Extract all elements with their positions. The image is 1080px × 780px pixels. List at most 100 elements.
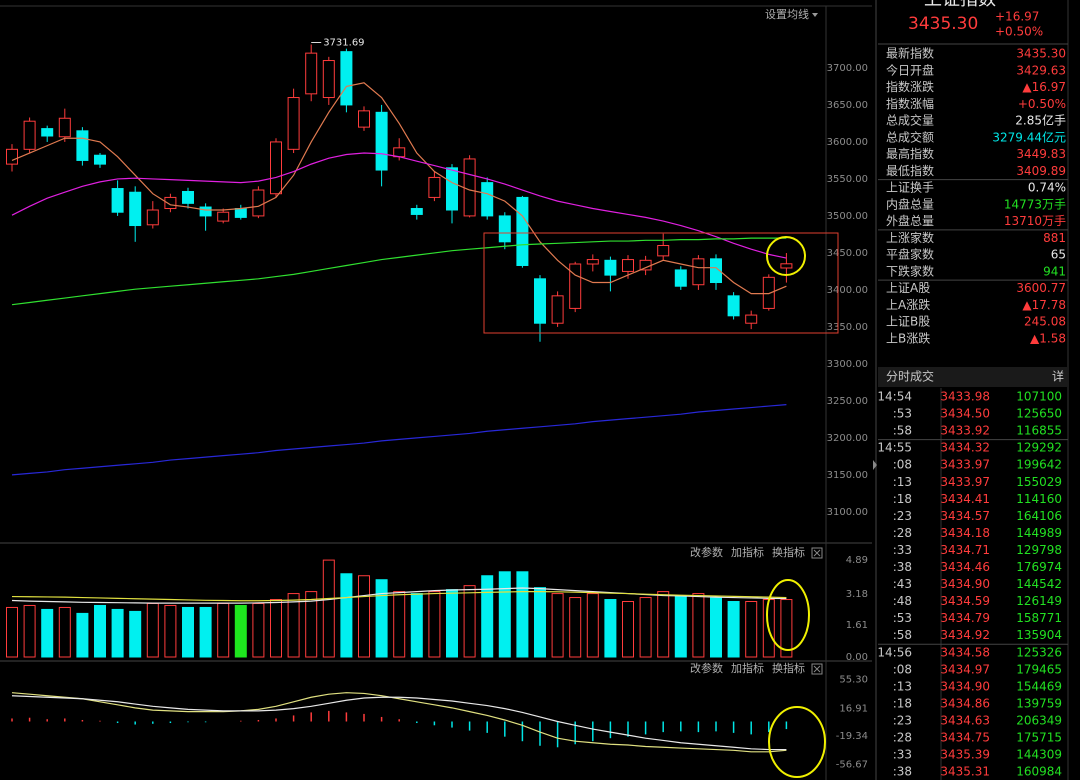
trade-volume: 129798: [1016, 543, 1062, 557]
candle-body: [586, 259, 599, 265]
trade-volume: 158771: [1016, 611, 1062, 625]
candle-body: [182, 190, 194, 204]
trade-volume: 154469: [1016, 679, 1062, 693]
candle-body: [657, 245, 670, 257]
tool-button[interactable]: 换指标: [772, 661, 805, 675]
volume-bar: [340, 573, 353, 658]
volume-bar: [358, 575, 370, 658]
trade-volume: 114160: [1016, 492, 1062, 506]
indicator-line: [11, 403, 787, 476]
tool-button[interactable]: 改参数: [690, 661, 723, 675]
trade-time: :28: [893, 526, 912, 540]
trade-price: 3434.79: [940, 611, 990, 625]
tool-button[interactable]: 改参数: [690, 545, 723, 559]
trade-volume: 155029: [1016, 475, 1062, 489]
stat-value: 245.08: [1024, 315, 1066, 329]
stat-value: 941: [1043, 264, 1066, 278]
volume-bar: [586, 593, 599, 658]
volume-bar: [217, 602, 230, 658]
ma-settings[interactable]: 设置均线: [765, 7, 809, 21]
candle-body: [322, 60, 335, 99]
candle-body: [674, 269, 687, 287]
trade-volume: 129292: [1016, 441, 1062, 455]
candle-body: [217, 211, 230, 222]
y-tick-label: 3150.00: [827, 470, 868, 481]
trade-price: 3434.59: [940, 594, 990, 608]
stat-label: 下跌家数: [886, 263, 934, 278]
stat-value: 881: [1043, 231, 1066, 245]
stat-label: 内盘总量: [886, 196, 934, 211]
y-tick-label: 3450.00: [827, 248, 868, 259]
trades-header: [878, 367, 1068, 387]
stat-label: 指数涨幅: [886, 96, 934, 111]
candle-body: [745, 314, 758, 324]
trade-time: :28: [893, 731, 912, 745]
trade-price: 3434.90: [940, 577, 990, 591]
y-tick-label: 3500.00: [827, 211, 868, 222]
close-button[interactable]: [811, 547, 823, 559]
volume-bar: [270, 599, 282, 658]
candle-body: [481, 182, 494, 217]
trade-volume: 135904: [1016, 628, 1062, 642]
indicator-line: [11, 692, 787, 753]
y-tick-label: -19.34: [836, 731, 868, 742]
candle-body: [305, 52, 318, 95]
candle-body: [551, 295, 564, 324]
volume-bar: [657, 591, 670, 658]
tool-button[interactable]: 换指标: [772, 545, 805, 559]
collapse-arrow[interactable]: [873, 460, 877, 470]
volume-bar: [234, 604, 247, 658]
index-title: 上证指数: [924, 0, 996, 10]
stat-value: 3409.89: [1016, 164, 1066, 178]
high-annotation: 3731.69: [323, 37, 364, 48]
trade-price: 3435.31: [940, 765, 990, 779]
close-icon: [813, 549, 821, 557]
trades-detail[interactable]: 详: [1052, 369, 1064, 384]
stat-value: 3600.77: [1016, 281, 1066, 295]
volume-bar: [446, 589, 458, 658]
tool-button[interactable]: 加指标: [731, 661, 764, 675]
stat-label: 上证B股: [886, 315, 930, 329]
trade-price: 3434.63: [940, 713, 990, 727]
candle-body: [780, 263, 793, 269]
trade-time: :38: [893, 765, 912, 779]
volume-bar: [305, 591, 318, 658]
tool-button[interactable]: 加指标: [731, 545, 764, 559]
annotation-box: [483, 232, 839, 334]
volume-bar: [322, 559, 335, 658]
trade-price: 3433.98: [940, 390, 990, 404]
stat-label: 最新指数: [886, 46, 934, 61]
stat-label: 指数涨跌: [886, 79, 934, 94]
candle-body: [604, 259, 617, 276]
trade-time: :08: [893, 662, 912, 676]
volume-bar: [745, 601, 758, 658]
stat-label: 上A涨跌: [886, 297, 930, 312]
stat-label: 平盘家数: [886, 247, 934, 262]
indicator-toolbar: 改参数 加指标 换指标: [690, 545, 823, 559]
trade-price: 3434.71: [940, 543, 990, 557]
volume-bar: [41, 608, 54, 658]
candle-body: [710, 258, 722, 284]
trade-volume: 160984: [1016, 765, 1062, 779]
volume-bar: [463, 585, 476, 658]
y-tick-label: -56.67: [836, 759, 868, 770]
close-button[interactable]: [811, 663, 823, 675]
y-tick-label: 3.18: [846, 589, 868, 600]
stat-label: 最低指数: [886, 163, 934, 178]
candle-body: [622, 259, 634, 272]
candle-body: [6, 148, 18, 165]
candle-body: [375, 111, 388, 171]
trade-volume: 179465: [1016, 662, 1062, 676]
trade-price: 3434.50: [940, 407, 990, 421]
trade-time: 14:55: [877, 441, 912, 455]
candle-body: [428, 176, 441, 198]
trade-volume: 144309: [1016, 748, 1062, 762]
stat-value: 3435.30: [1016, 47, 1066, 61]
trade-volume: 126149: [1016, 594, 1062, 608]
trade-volume: 176974: [1016, 560, 1062, 574]
candle-body: [252, 189, 265, 217]
trade-price: 3435.39: [940, 748, 990, 762]
volume-bar: [674, 595, 687, 658]
highlight-circle: [766, 579, 810, 651]
stat-label: 外盘总量: [886, 213, 934, 228]
